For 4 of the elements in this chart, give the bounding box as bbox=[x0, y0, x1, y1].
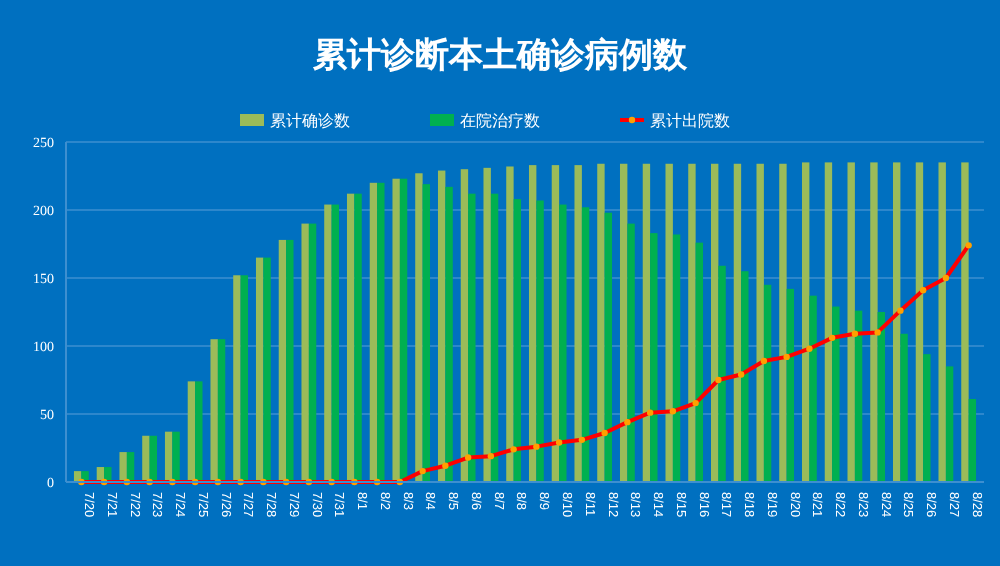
legend-label: 累计出院数 bbox=[650, 112, 730, 130]
chart-title: 累计诊断本土确诊病例数 bbox=[311, 36, 689, 76]
legend-label: 在院治疗数 bbox=[460, 112, 540, 130]
legend-label: 累计确诊数 bbox=[270, 112, 350, 130]
